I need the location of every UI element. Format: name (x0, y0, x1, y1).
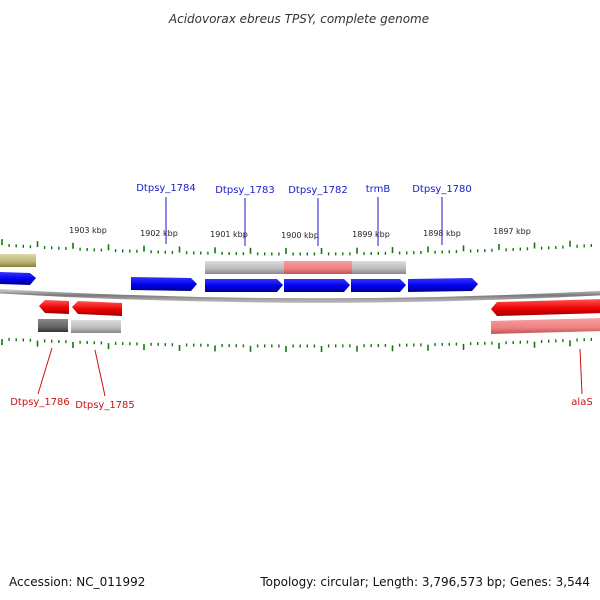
gene-label-dtpsy-1783[interactable]: Dtpsy_1783 (215, 185, 275, 196)
gene-label-alas[interactable]: alaS (571, 397, 592, 408)
gene-arrow-dtpsy-1786[interactable] (39, 300, 69, 314)
gene-labels: Dtpsy_1784 Dtpsy_1783 Dtpsy_1782 trmB Dt… (10, 183, 592, 411)
gene-arrow-dtpsy-1783[interactable] (205, 279, 283, 292)
gene-arrow-dtpsy-1780[interactable] (408, 278, 478, 292)
gene-feature-box[interactable] (284, 261, 352, 274)
tick-label: 1897 kbp (493, 227, 531, 236)
gene-feature-box[interactable] (38, 319, 68, 332)
gene-label-leaders (37, 197, 583, 397)
map-title: Acidovorax ebreus TPSY, complete genome (168, 12, 429, 26)
tick-label: 1900 kbp (281, 231, 319, 240)
gene-arrow-dtpsy-1782[interactable] (284, 279, 350, 292)
tick-labels: 1903 kbp 1902 kbp 1901 kbp 1900 kbp 1899… (69, 226, 531, 240)
gene-arrow-dtpsy-1784[interactable] (131, 277, 197, 291)
gene-feature-box[interactable] (491, 318, 600, 334)
gene-arrow-alas[interactable] (491, 299, 600, 316)
gene-feature-box[interactable] (205, 261, 284, 274)
forward-strand-genes (0, 254, 478, 292)
gene-arrow-dtpsy-1785[interactable] (72, 301, 122, 316)
tick-label: 1903 kbp (69, 226, 107, 235)
gene-label-dtpsy-1784[interactable]: Dtpsy_1784 (136, 183, 196, 194)
genome-backbone (0, 288, 600, 303)
gene-label-dtpsy-1785[interactable]: Dtpsy_1785 (75, 400, 135, 411)
gene-label-dtpsy-1780[interactable]: Dtpsy_1780 (412, 184, 472, 195)
gene-feature-box[interactable] (352, 261, 406, 274)
gene-label-trmb[interactable]: trmB (366, 184, 391, 195)
topology-text: Topology: circular; Length: 3,796,573 bp… (259, 575, 590, 589)
reverse-strand-genes (38, 299, 600, 334)
accession-text: Accession: NC_011992 (9, 575, 145, 589)
gene-feature-box[interactable] (71, 320, 121, 333)
gene-label-dtpsy-1786[interactable]: Dtpsy_1786 (10, 397, 70, 408)
tick-label: 1902 kbp (140, 229, 178, 238)
tick-label: 1901 kbp (210, 230, 248, 239)
tick-marks-forward (1, 239, 592, 256)
gene-arrow-trmb[interactable] (351, 279, 406, 292)
gene-label-dtpsy-1782[interactable]: Dtpsy_1782 (288, 185, 348, 196)
gene-arrow-forward[interactable] (0, 272, 36, 285)
tick-label: 1899 kbp (352, 230, 390, 239)
gene-feature-box[interactable] (0, 254, 36, 267)
tick-marks-reverse (1, 337, 592, 352)
